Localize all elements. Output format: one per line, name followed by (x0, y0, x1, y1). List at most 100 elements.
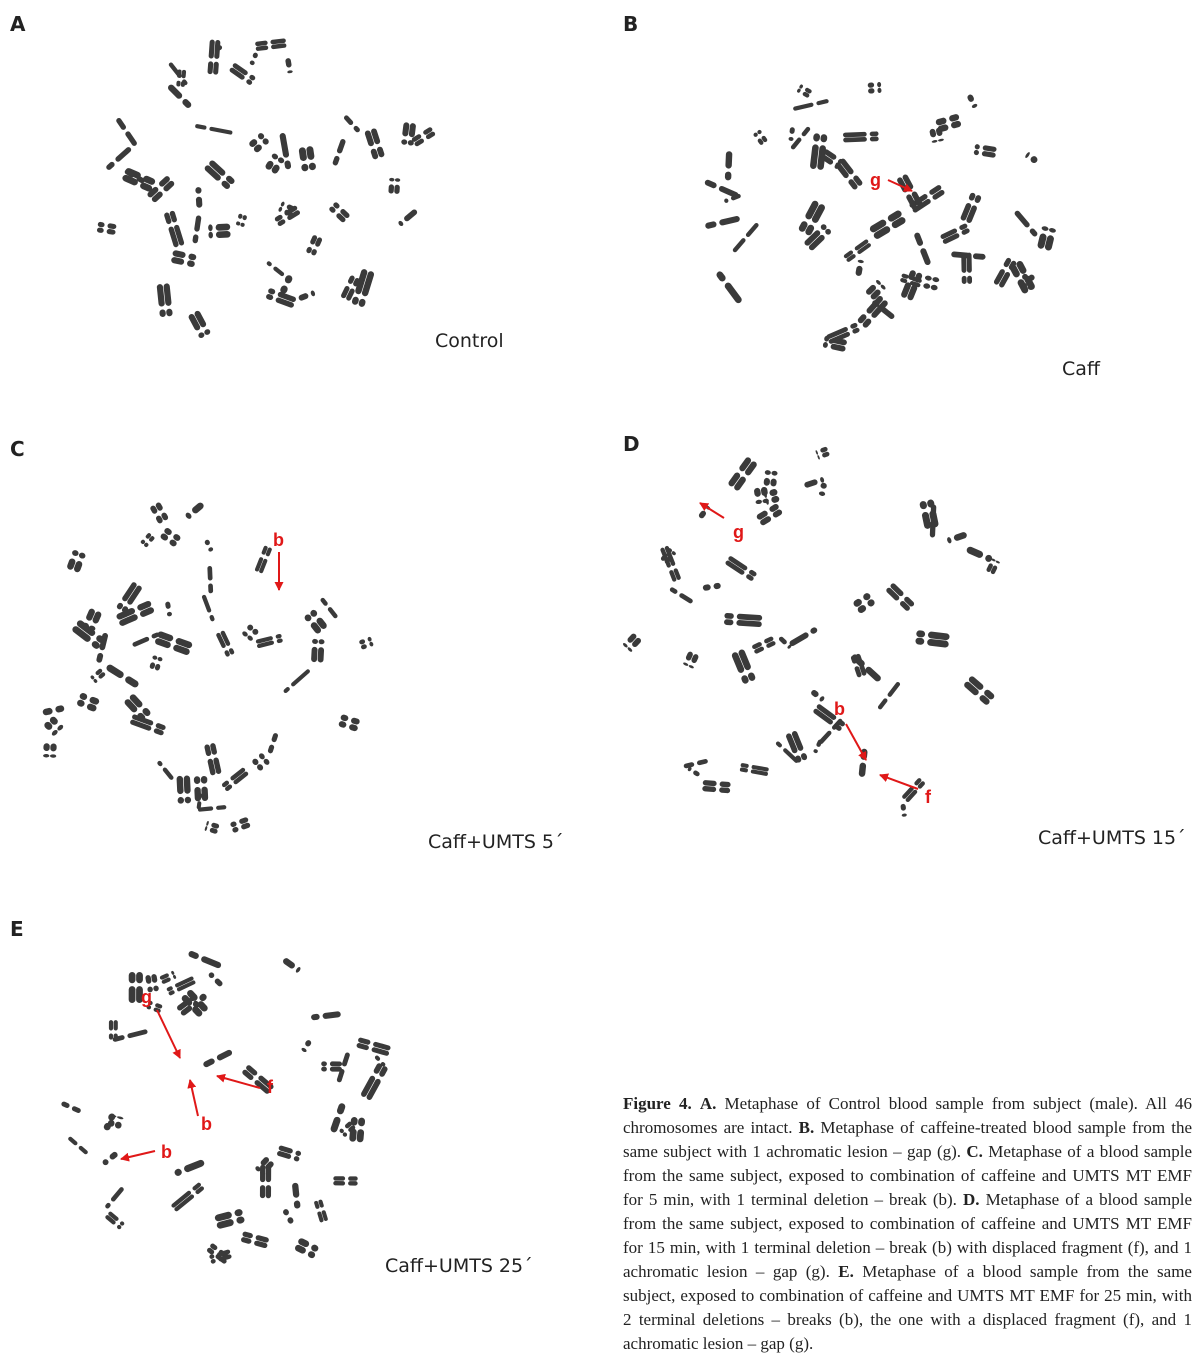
chromosome (349, 1117, 366, 1143)
chromosome (82, 608, 102, 631)
chromosome (790, 126, 811, 150)
chromosome (192, 215, 202, 244)
caption-part-label: B. (798, 1118, 815, 1137)
chromosome (90, 668, 106, 683)
chromosome (140, 533, 155, 548)
chromosome (165, 601, 172, 617)
chromosome (314, 1199, 328, 1223)
chromosome (929, 504, 937, 538)
annotation-letter: b (161, 1142, 172, 1162)
caption-part-label: E. (838, 1262, 854, 1281)
chromosome (329, 202, 350, 223)
chromosome (255, 633, 283, 649)
chromosome (208, 223, 231, 239)
annotation-arrow (879, 773, 919, 790)
chromosome (411, 127, 436, 147)
chromosome (298, 146, 316, 172)
chromosome (229, 63, 256, 85)
annotation-letter: g (141, 987, 152, 1007)
chromosome (967, 94, 978, 109)
chromosome (1025, 152, 1038, 164)
annotation-fragment: f (216, 1073, 274, 1097)
chromosome (915, 630, 950, 648)
annotation-arrow (156, 1009, 181, 1059)
chromosome (687, 766, 700, 777)
annotation-break: b (120, 1142, 172, 1162)
chromosome (61, 1101, 81, 1114)
chromosome (44, 716, 64, 736)
chromosome (725, 556, 757, 581)
chromosome (267, 733, 279, 754)
annotation-arrow (845, 723, 867, 761)
chromosome (96, 221, 117, 235)
chromosome (359, 636, 374, 650)
chromosome (752, 636, 776, 654)
annotation-break: b (273, 530, 284, 591)
chromosome (164, 210, 185, 248)
chromosome (731, 649, 756, 684)
annotation-letter: b (273, 530, 284, 550)
chromosome (763, 470, 778, 487)
chromosome (103, 1113, 116, 1131)
chromosome (902, 778, 925, 803)
chromosome (901, 270, 923, 301)
chromosome (106, 147, 132, 170)
chromosome (221, 767, 249, 791)
chromosome (116, 582, 142, 613)
chromosome (147, 176, 175, 203)
chromosome (193, 775, 209, 802)
chromosome (294, 1238, 319, 1259)
chromosome (320, 597, 338, 619)
chromosome (332, 139, 346, 166)
condition-label: Control (435, 330, 504, 352)
chromosome (252, 753, 270, 771)
chromosome (961, 252, 973, 284)
annotation-gap: g (141, 987, 181, 1059)
chromosome (960, 192, 982, 223)
chromosome (797, 84, 812, 98)
chromosome (669, 587, 693, 604)
caption-part-label: C. (966, 1142, 983, 1161)
annotation-arrow (120, 1150, 156, 1162)
chromosome (973, 144, 997, 158)
chromosome (188, 310, 211, 339)
metaphase-spread (42, 502, 374, 834)
chromosome (208, 972, 223, 987)
caption-part-text: Metaphase of caffeine-treated blood samp… (623, 1118, 1192, 1161)
chromosome (815, 446, 830, 460)
chromosome (116, 600, 154, 626)
chromosome (1014, 210, 1038, 237)
chromosome (209, 1249, 232, 1264)
chromosome (702, 582, 721, 591)
annotation-break: b (834, 699, 867, 761)
chromosome (283, 958, 301, 973)
chromosome (739, 763, 769, 776)
chromosome (622, 633, 641, 652)
chromosome (249, 52, 258, 66)
chromosome (778, 636, 792, 649)
chromosome (171, 250, 197, 267)
chromosome (855, 259, 864, 276)
annotation-letter: f (267, 1077, 274, 1097)
chromosome (683, 651, 699, 669)
chromosome (339, 1121, 356, 1137)
chromosome (236, 213, 247, 227)
annotation-arrow (187, 1079, 199, 1117)
chromosome (67, 550, 86, 573)
chromosome (230, 817, 251, 833)
chromosome (793, 99, 829, 111)
chromosome (280, 275, 293, 294)
condition-label: Caff+UMTS 5´ (428, 831, 564, 853)
chromosome (798, 200, 825, 236)
caption-part-label: D. (962, 1190, 980, 1209)
caption-part-text: Metaphase of a blood sample from the sam… (623, 1142, 1192, 1209)
chromosome (843, 239, 871, 262)
chromosome (304, 609, 327, 634)
metaphase-spread (96, 38, 436, 339)
chromosome (388, 177, 401, 194)
chromosome (914, 232, 931, 266)
chromosome (843, 131, 879, 143)
chromosome (278, 201, 296, 217)
chromosome (266, 261, 285, 277)
chromosome (1037, 226, 1056, 251)
